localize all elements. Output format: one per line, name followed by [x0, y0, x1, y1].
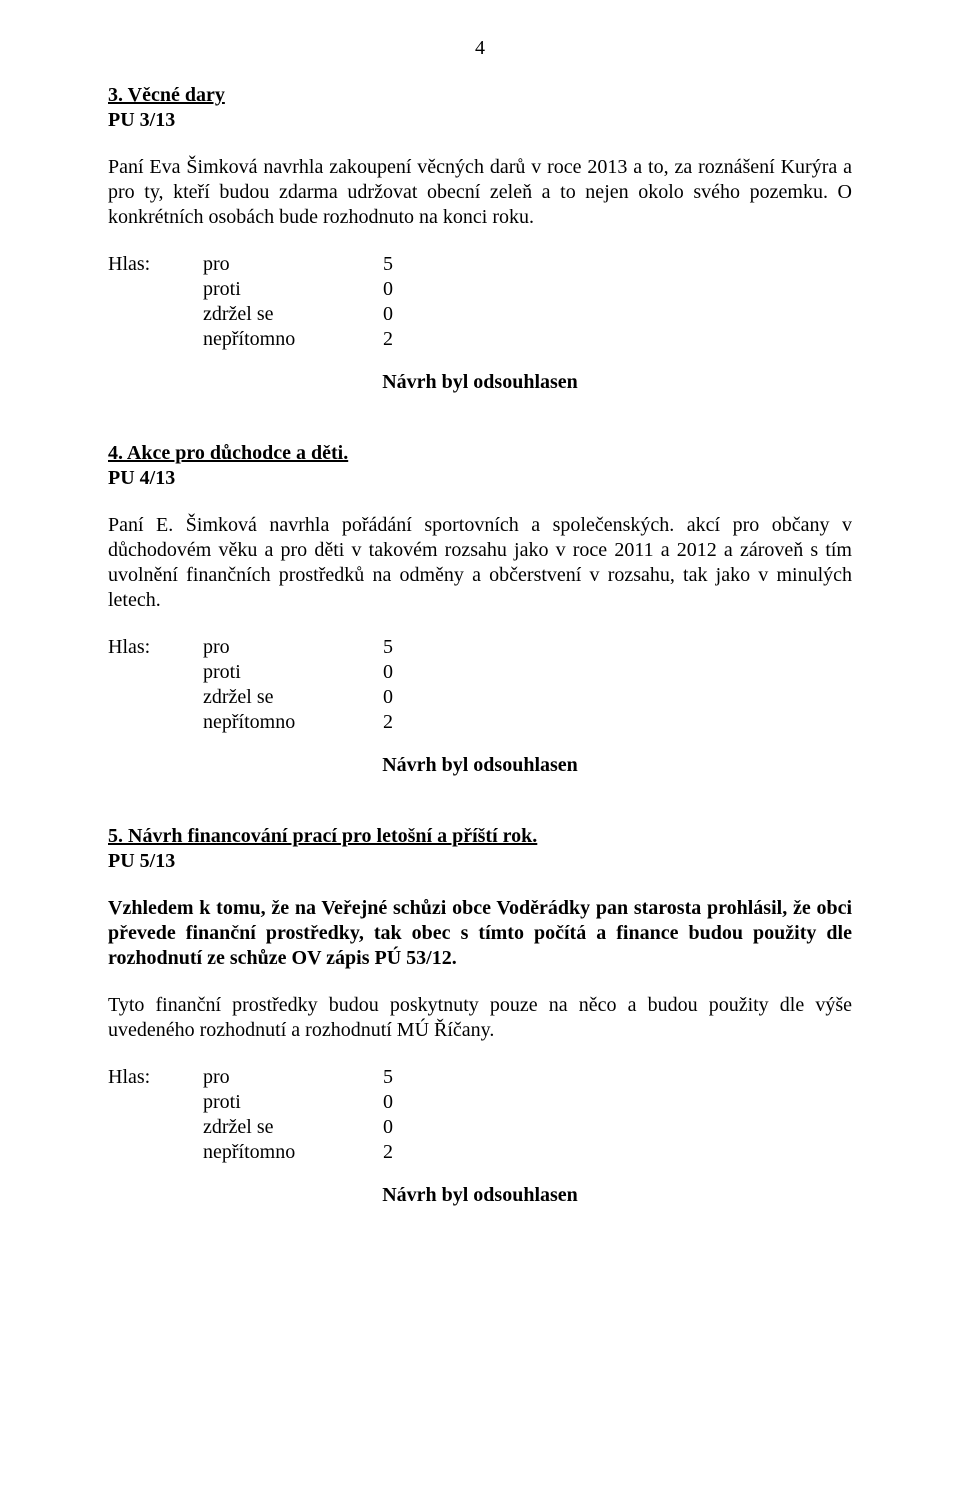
page-number: 4 — [108, 36, 852, 61]
vote-row-label: nepřítomno — [203, 327, 383, 352]
vote-row-label: proti — [203, 1090, 383, 1115]
vote-block-1: Hlas: pro 5 proti 0 zdržel se 0 nepřítom… — [108, 252, 852, 352]
vote-row-label: proti — [203, 660, 383, 685]
vote-hlas-label: Hlas: — [108, 252, 203, 277]
vote-row-value: 5 — [383, 252, 423, 277]
vote-hlas-label: Hlas: — [108, 1065, 203, 1090]
section-5-bold-paragraph: Vzhledem k tomu, že na Veřejné schůzi ob… — [108, 896, 852, 971]
vote-row-value: 2 — [383, 1140, 423, 1165]
vote-row-value: 0 — [383, 1115, 423, 1140]
section-4-paragraph: Paní E. Šimková navrhla pořádání sportov… — [108, 513, 852, 613]
vote-row-value: 0 — [383, 660, 423, 685]
vote-row-value: 5 — [383, 635, 423, 660]
section-4: 4. Akce pro důchodce a děti. PU 4/13 Pan… — [108, 441, 852, 778]
vote-row-label: pro — [203, 252, 383, 277]
vote-row-label: pro — [203, 635, 383, 660]
vote-row-label: zdržel se — [203, 302, 383, 327]
section-3: 3. Věcné dary PU 3/13 Paní Eva Šimková n… — [108, 83, 852, 395]
section-4-title: 4. Akce pro důchodce a děti. — [108, 442, 348, 464]
section-5-paragraph: Tyto finanční prostředky budou poskytnut… — [108, 993, 852, 1043]
vote-block-3: Hlas: pro 5 proti 0 zdržel se 0 nepřítom… — [108, 1065, 852, 1165]
section-3-paragraph: Paní Eva Šimková navrhla zakoupení věcný… — [108, 155, 852, 230]
section-5-title: 5. Návrh financování prací pro letošní a… — [108, 825, 537, 847]
vote-row-value: 0 — [383, 302, 423, 327]
approved-text-3: Návrh byl odsouhlasen — [108, 1183, 852, 1208]
vote-row-label: proti — [203, 277, 383, 302]
vote-row-label: zdržel se — [203, 1115, 383, 1140]
vote-hlas-label: Hlas: — [108, 635, 203, 660]
section-5: 5. Návrh financování prací pro letošní a… — [108, 824, 852, 1208]
vote-row-label: nepřítomno — [203, 1140, 383, 1165]
section-3-title: 3. Věcné dary — [108, 84, 225, 106]
vote-row-value: 0 — [383, 1090, 423, 1115]
approved-text-1: Návrh byl odsouhlasen — [108, 370, 852, 395]
vote-row-label: nepřítomno — [203, 710, 383, 735]
vote-row-value: 2 — [383, 710, 423, 735]
vote-row-label: zdržel se — [203, 685, 383, 710]
vote-row-value: 0 — [383, 277, 423, 302]
vote-row-value: 2 — [383, 327, 423, 352]
approved-text-2: Návrh byl odsouhlasen — [108, 753, 852, 778]
section-5-pu: PU 5/13 — [108, 849, 852, 874]
vote-row-label: pro — [203, 1065, 383, 1090]
section-4-pu: PU 4/13 — [108, 466, 852, 491]
vote-row-value: 5 — [383, 1065, 423, 1090]
section-3-pu: PU 3/13 — [108, 108, 852, 133]
vote-row-value: 0 — [383, 685, 423, 710]
vote-block-2: Hlas: pro 5 proti 0 zdržel se 0 nepřítom… — [108, 635, 852, 735]
